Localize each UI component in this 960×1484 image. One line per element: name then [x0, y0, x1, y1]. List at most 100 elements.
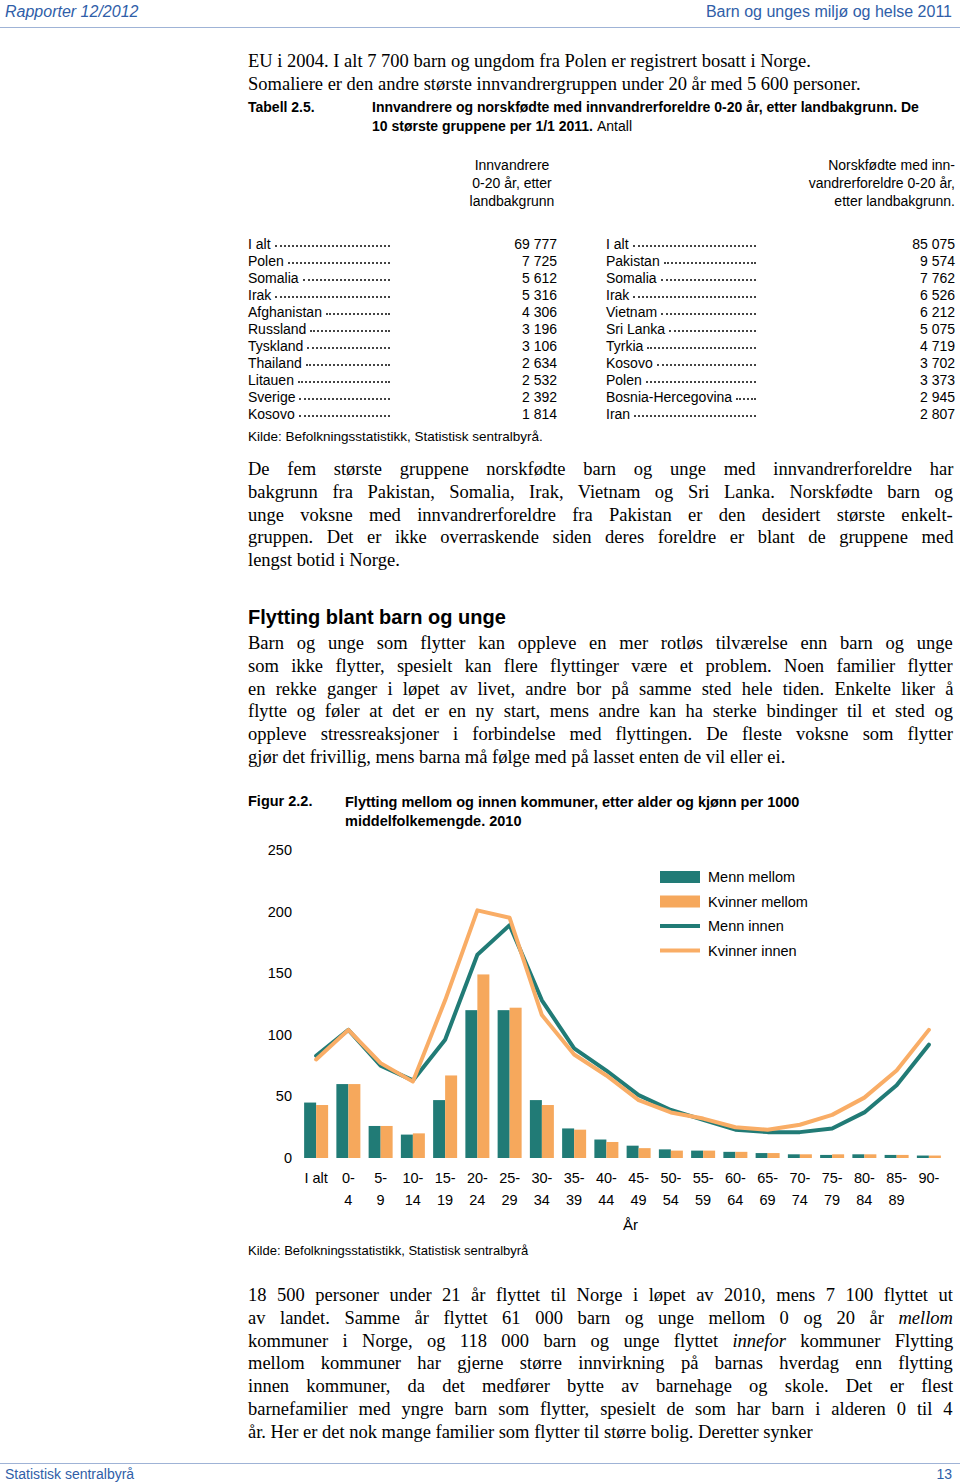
bar [756, 1153, 768, 1158]
table-cell-name: Kosovo [248, 406, 295, 422]
bar [639, 1148, 651, 1158]
y-tick-label: 200 [268, 904, 292, 920]
table-leader [299, 398, 390, 400]
text-line: en rekke ganger i løpet av livet, andre … [248, 678, 953, 700]
x-tick-label: 60-64 [725, 1170, 746, 1208]
bar [542, 1105, 554, 1158]
bar [606, 1142, 618, 1158]
table-row-name: Irak [248, 287, 390, 303]
legend-swatch [660, 924, 700, 928]
table-cell-name: Kosovo [606, 355, 653, 371]
y-tick-label: 0 [284, 1150, 292, 1166]
x-tick-label: 15-19 [435, 1170, 456, 1208]
table-column-header: 0-20 år, etter [412, 175, 612, 191]
bar [897, 1155, 909, 1158]
table-leader [661, 279, 756, 281]
bar [917, 1156, 929, 1158]
bar [445, 1075, 457, 1158]
x-tick-label: 70-74 [789, 1170, 810, 1208]
legend-label: Kvinner mellom [708, 894, 808, 910]
legend: Menn mellomKvinner mellomMenn innenKvinn… [660, 869, 808, 959]
text-line: som ikke flytter, spesielt kan flere fly… [248, 655, 953, 677]
page: Rapporter 12/2012Barn og unges miljø og … [0, 0, 960, 1484]
x-tick-label: 65-69 [757, 1170, 778, 1208]
table-row-name: Sverige [248, 389, 390, 405]
line [316, 910, 929, 1129]
x-tick-label: 80-84 [854, 1170, 875, 1208]
table-cell-name: Vietnam [606, 304, 657, 320]
table-label: Tabell 2.5. [248, 99, 315, 115]
table-leader [303, 279, 390, 281]
table-column-header: Norskfødte med inn- [828, 157, 955, 173]
y-tick-label: 150 [268, 965, 292, 981]
x-tick-label: 35-39 [564, 1170, 585, 1208]
text-line: flytte og føler at det er en ny start, m… [248, 700, 953, 722]
table-cell-name: Afghanistan [248, 304, 322, 320]
table-row-name: Polen [606, 372, 756, 388]
table-row-name: Litauen [248, 372, 390, 388]
legend-swatch [660, 896, 700, 908]
line [316, 925, 929, 1132]
bar [832, 1154, 844, 1158]
table-title: 10 største gruppene per 1/1 2011.Antall [372, 118, 632, 134]
table-leader [326, 313, 390, 315]
table-leader [299, 415, 390, 417]
table-leader [275, 296, 390, 298]
x-tick-label: 10-14 [402, 1170, 423, 1208]
text-line: år. Her er det nok mange familier som fl… [248, 1421, 813, 1443]
table-cell-value: 2 532 [522, 372, 557, 388]
table-cell-value: 7 762 [920, 270, 955, 286]
bar [671, 1151, 683, 1158]
table-row-name: Somalia [248, 270, 390, 286]
table-cell-value: 85 075 [912, 236, 955, 252]
table-title-text: Innvandrere og norskfødte med innvandrer… [372, 99, 919, 115]
table-unit: Antall [597, 118, 632, 134]
table-leader [661, 313, 756, 315]
table-cell-value: 2 634 [522, 355, 557, 371]
table-row-name: Thailand [248, 355, 390, 371]
table-leader [310, 330, 390, 332]
bar [477, 974, 489, 1158]
text-line: De fem største gruppene norskfødte barn … [248, 458, 953, 480]
bar [401, 1135, 413, 1158]
table-cell-value: 3 373 [920, 372, 955, 388]
table-cell-name: Irak [248, 287, 271, 303]
table-column-header: Innvandrere [412, 157, 612, 173]
table-row-name: Kosovo [248, 406, 390, 422]
plot-area [304, 910, 941, 1158]
footer-left: Statistisk sentralbyrå [5, 1466, 134, 1482]
bar [304, 1103, 316, 1158]
table-column-header: vandrerforeldre 0-20 år, [809, 175, 955, 191]
table-leader [634, 415, 756, 417]
table-cell-name: I alt [606, 236, 629, 252]
bar [433, 1100, 445, 1158]
table-row-name: Bosnia-Hercegovina [606, 389, 756, 405]
text-segment: av landet. Samme år flyttet 61 000 barn … [248, 1308, 898, 1328]
table-cell-value: 7 725 [522, 253, 557, 269]
text-segment: kommuner i Norge, og 118 000 barn og ung… [248, 1331, 732, 1351]
chart: 050100150200250I alt0-45-910-1415-1920-2… [240, 830, 960, 1250]
table-cell-value: 6 526 [920, 287, 955, 303]
table-cell-name: Sverige [248, 389, 295, 405]
table-leader [298, 381, 390, 383]
table-leader [664, 262, 756, 264]
y-tick-label: 50 [276, 1088, 292, 1104]
bar [703, 1151, 715, 1158]
table-cell-value: 4 306 [522, 304, 557, 320]
table-row-name: Sri Lanka [606, 321, 756, 337]
table-leader [275, 245, 390, 247]
table-leader [669, 330, 756, 332]
bar [498, 1010, 510, 1158]
figure-source: Kilde: Befolkningsstatistikk, Statistisk… [248, 1243, 528, 1258]
section-heading: Flytting blant barn og unge [248, 606, 506, 629]
table-leader [307, 347, 390, 349]
table-source: Kilde: Befolkningsstatistikk, Statistisk… [248, 429, 543, 444]
x-tick-label: 45-49 [628, 1170, 649, 1208]
table-row-name: I alt [248, 236, 390, 252]
x-tick-label: 55-59 [693, 1170, 714, 1208]
legend-label: Menn mellom [708, 869, 795, 885]
x-tick-label: 90- [918, 1170, 939, 1186]
table-cell-name: Irak [606, 287, 629, 303]
bar [864, 1154, 876, 1158]
legend-swatch [660, 949, 700, 953]
